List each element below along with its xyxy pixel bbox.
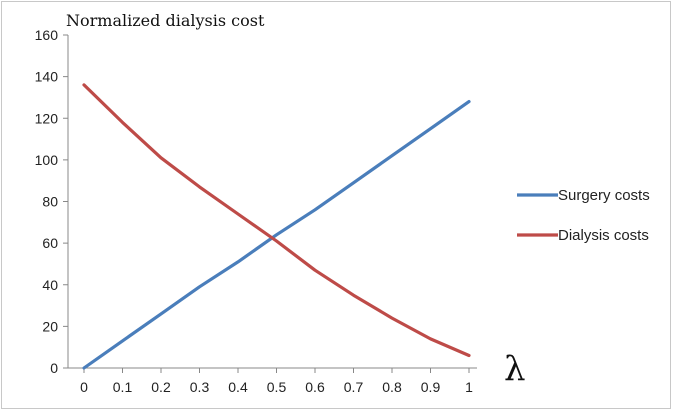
- legend: Surgery costs Dialysis costs: [517, 187, 650, 244]
- legend-label: Surgery costs: [558, 187, 650, 204]
- series-lines: [82, 83, 471, 370]
- axes: [67, 35, 477, 369]
- x-tick-label: 0.3: [190, 379, 210, 395]
- y-tick-label: 0: [50, 360, 58, 376]
- chart-title: Normalized dialysis cost: [66, 11, 265, 30]
- series-line-dialysis-costs: [82, 83, 471, 358]
- y-axis-ticks: 0 20 40 60 80 100 120 140 160: [35, 27, 68, 376]
- y-tick-label: 60: [42, 235, 58, 251]
- x-tick-label: 0.9: [421, 379, 441, 395]
- x-tick-label: 0.6: [305, 379, 325, 395]
- x-tick-label: 0.8: [382, 379, 402, 395]
- y-tick-label: 100: [35, 152, 59, 168]
- x-tick-label: 0: [80, 379, 88, 395]
- y-tick-label: 20: [42, 318, 58, 334]
- y-tick-label: 40: [42, 277, 58, 293]
- series-line-surgery-costs: [82, 99, 471, 370]
- x-tick-label: 0.7: [344, 379, 364, 395]
- y-tick-label: 160: [35, 27, 59, 43]
- x-axis-label: λ: [504, 349, 526, 389]
- y-tick-label: 80: [42, 194, 58, 210]
- y-tick-label: 120: [35, 110, 59, 126]
- y-tick-label: 140: [35, 69, 59, 85]
- x-tick-label: 0.5: [267, 379, 287, 395]
- x-axis-ticks: 0 0.1 0.2 0.3 0.4 0.5 0.6 0.7 0.8 0.9 1: [80, 368, 473, 395]
- x-tick-label: 0.4: [228, 379, 248, 395]
- x-tick-label: 1: [465, 379, 473, 395]
- x-tick-label: 0.1: [113, 379, 133, 395]
- x-tick-label: 0.2: [151, 379, 171, 395]
- legend-label: Dialysis costs: [558, 227, 649, 244]
